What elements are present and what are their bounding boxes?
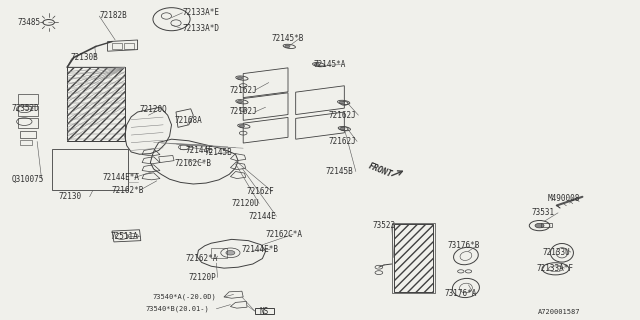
Text: 73531: 73531 xyxy=(531,208,554,217)
Text: 72130: 72130 xyxy=(59,192,82,201)
Text: 72162*A: 72162*A xyxy=(186,254,218,263)
Bar xyxy=(112,43,122,49)
Circle shape xyxy=(237,100,243,103)
Text: 72168A: 72168A xyxy=(174,116,202,125)
Text: 72144E*A: 72144E*A xyxy=(102,173,140,182)
Text: 72182B: 72182B xyxy=(99,12,127,20)
Text: 72162J: 72162J xyxy=(328,111,356,120)
Text: 72145*B: 72145*B xyxy=(272,34,305,43)
Text: 72133A*E: 72133A*E xyxy=(182,8,220,17)
Bar xyxy=(18,106,38,116)
Bar xyxy=(20,140,32,145)
Text: FRONT: FRONT xyxy=(367,161,393,179)
Bar xyxy=(18,94,38,104)
Text: 72120Q: 72120Q xyxy=(140,105,167,114)
Bar xyxy=(52,149,128,190)
Text: 72144E: 72144E xyxy=(248,212,276,221)
Text: A720001587: A720001587 xyxy=(538,309,580,315)
Bar xyxy=(392,223,435,293)
Text: 72162C*A: 72162C*A xyxy=(266,230,303,239)
Text: NS: NS xyxy=(260,307,269,316)
Text: 72144E*B: 72144E*B xyxy=(242,245,279,254)
Circle shape xyxy=(237,77,243,79)
Text: 73523: 73523 xyxy=(372,221,396,230)
Circle shape xyxy=(239,125,244,127)
Text: M490008: M490008 xyxy=(547,194,580,203)
Bar xyxy=(67,67,125,141)
Text: 72162F: 72162F xyxy=(246,187,274,196)
Text: 72162*B: 72162*B xyxy=(112,186,145,195)
Text: 73176*B: 73176*B xyxy=(448,241,481,250)
Circle shape xyxy=(339,101,344,104)
Text: 72130B: 72130B xyxy=(70,53,98,62)
Text: Q310075: Q310075 xyxy=(12,175,44,184)
Bar xyxy=(67,67,125,141)
Circle shape xyxy=(535,223,544,228)
Text: 73485: 73485 xyxy=(18,18,41,27)
Text: 72144E: 72144E xyxy=(186,146,213,155)
Circle shape xyxy=(340,127,345,130)
Text: 72162J: 72162J xyxy=(229,86,257,95)
Text: 72352D: 72352D xyxy=(12,104,39,113)
Text: 72162J: 72162J xyxy=(328,137,356,146)
Bar xyxy=(394,224,433,292)
Text: 72145*A: 72145*A xyxy=(314,60,346,69)
Circle shape xyxy=(226,251,235,255)
Text: 73176*A: 73176*A xyxy=(445,289,477,298)
Text: 72120P: 72120P xyxy=(189,273,216,282)
Bar xyxy=(18,118,38,128)
Circle shape xyxy=(285,45,290,48)
Bar xyxy=(124,43,134,49)
Text: 72162J: 72162J xyxy=(229,108,257,116)
Text: 72162C*B: 72162C*B xyxy=(174,159,211,168)
Text: 73540*B(20.01-): 73540*B(20.01-) xyxy=(146,306,210,312)
Text: 72133A*F: 72133A*F xyxy=(536,264,573,273)
Circle shape xyxy=(314,63,319,66)
Bar xyxy=(541,223,552,227)
Bar xyxy=(180,145,192,149)
Text: 72120U: 72120U xyxy=(232,199,259,208)
Bar xyxy=(255,308,274,314)
Bar xyxy=(20,131,36,138)
Text: 72133U: 72133U xyxy=(543,248,570,257)
Text: 72133A*D: 72133A*D xyxy=(182,24,220,33)
Text: 72511A: 72511A xyxy=(110,232,138,241)
Bar xyxy=(211,248,227,258)
Text: 72145B: 72145B xyxy=(205,148,232,157)
Text: 72145B: 72145B xyxy=(325,167,353,176)
Text: 73540*A(-20.0D): 73540*A(-20.0D) xyxy=(152,294,216,300)
